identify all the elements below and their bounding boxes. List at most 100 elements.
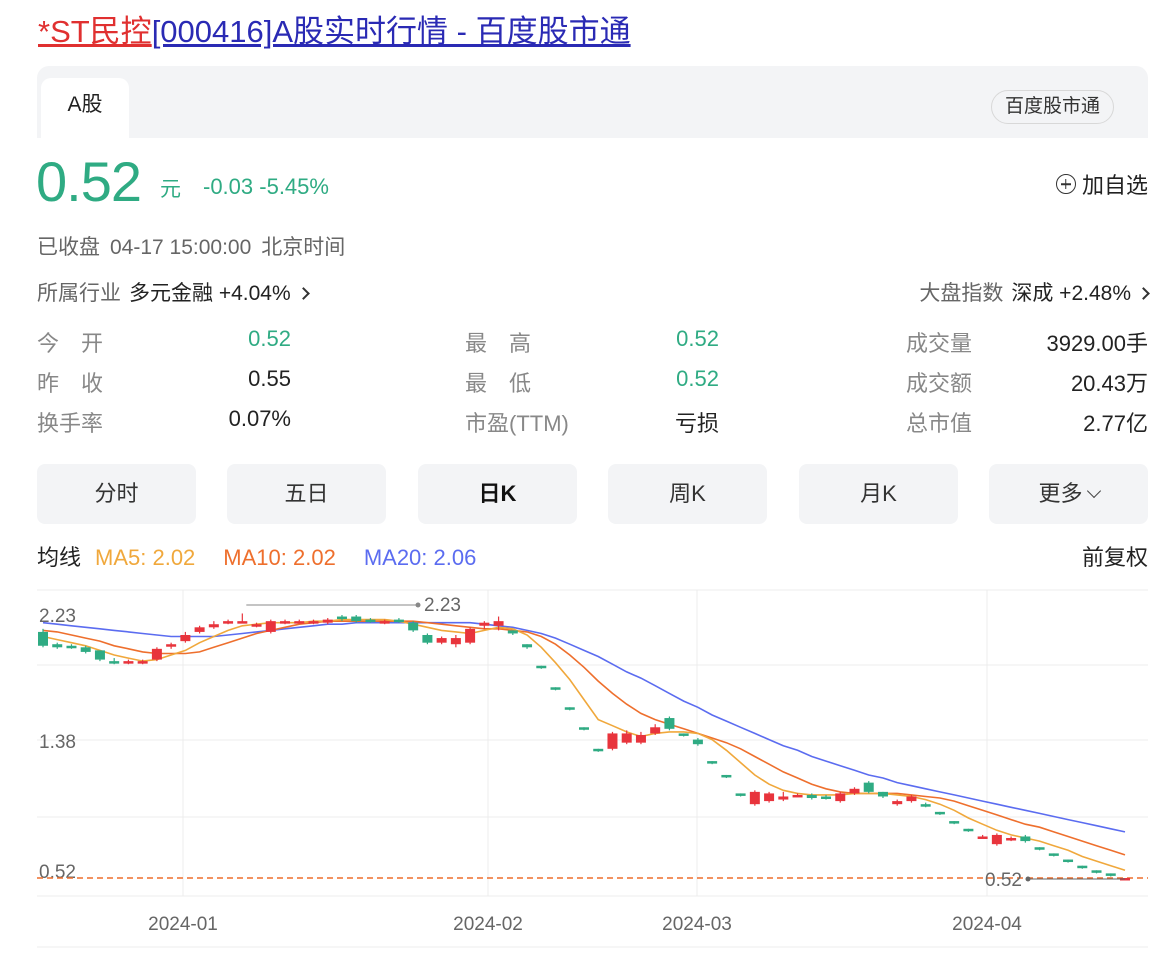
candle-body (1105, 873, 1116, 876)
candle-body (1077, 865, 1088, 869)
y-axis-label: 0.52 (39, 862, 76, 883)
candle-body (949, 821, 960, 824)
candle-body (237, 621, 248, 624)
candle-body (365, 619, 376, 623)
industry-link[interactable]: 所属行业 多元金融 +4.04% (37, 277, 310, 307)
index-label: 大盘指数 (919, 282, 1004, 305)
candle-body (322, 619, 333, 623)
candle-body (479, 622, 490, 626)
candle-body (849, 788, 860, 794)
candle-body (336, 616, 347, 620)
brand-badge[interactable]: 百度股市通 (990, 90, 1114, 124)
tab-intraday[interactable]: 分时 (37, 464, 196, 524)
candle-body (465, 628, 476, 643)
chevron-right-icon (296, 287, 310, 300)
stat-label-high: 最 高 (465, 331, 532, 356)
candle-body (80, 647, 91, 652)
stat-value-prev-close: 0.55 (248, 366, 291, 391)
candle-body (749, 791, 760, 805)
candle-body (835, 793, 846, 802)
chevron-right-icon (1137, 287, 1150, 300)
candle-body (735, 793, 746, 796)
candle-body (408, 622, 419, 631)
adjust-selector[interactable]: 前复权 (1081, 545, 1148, 570)
candle-body (877, 791, 888, 797)
candle-body (1091, 870, 1102, 873)
candle-body (450, 638, 461, 645)
chevron-down-icon (1086, 483, 1101, 499)
candle-body (123, 661, 134, 664)
candle-body (422, 634, 433, 643)
tab-weekly-k[interactable]: 周K (608, 464, 767, 524)
candle-body (52, 644, 63, 648)
kline-chart[interactable]: 2.23 1.38 0.52 2024-01 2024-02 2024-03 2024-04… (0, 585, 1170, 960)
stat-value-low: 0.52 (676, 366, 719, 391)
x-axis-label: 2024-03 (662, 914, 732, 935)
market-status: 已收盘 04-17 15:00:00 北京时间 (37, 231, 355, 261)
candle-body (223, 621, 234, 624)
title-stock-name-link[interactable]: *ST民控 (38, 14, 152, 49)
ma20-line (42, 621, 1126, 833)
candle-body (351, 616, 362, 622)
tab-a-share[interactable]: A股 (41, 78, 129, 138)
industry-value: 多元金融 +4.04% (129, 282, 291, 305)
tab-monthly-k[interactable]: 月K (799, 464, 958, 524)
candle-body (1006, 838, 1017, 841)
candle-body (963, 828, 974, 832)
market-tab-bar: A股 百度股市通 (37, 66, 1148, 138)
x-axis-label: 2024-02 (453, 914, 523, 935)
stats-row: 换手率 0.07% 市盈(TTM) 亏损 总市值 2.77亿 (37, 402, 1148, 442)
title-link[interactable]: [000416]A股实时行情 - 百度股市通 (151, 14, 631, 49)
candle-body (1034, 847, 1045, 850)
industry-label: 所属行业 (37, 282, 121, 305)
candle-body (166, 644, 177, 647)
stat-label-turnover-rate: 换手率 (37, 411, 104, 436)
candle-body (635, 734, 646, 743)
candle-body (607, 733, 618, 749)
candle-body (308, 621, 319, 624)
candle-body (493, 621, 504, 626)
candle-body (393, 619, 404, 623)
candle-body (778, 796, 789, 800)
x-axis-label: 2024-04 (952, 914, 1022, 935)
timezone: 北京时间 (261, 236, 346, 259)
stats-row: 昨 收 0.55 最 低 0.52 成交额 20.43万 (37, 362, 1148, 402)
candle-body (593, 748, 604, 752)
tab-five-day[interactable]: 五日 (227, 464, 386, 524)
candle-body (621, 733, 632, 743)
candle-body (707, 761, 718, 764)
stat-value-volume: 3929.00手 (1046, 331, 1148, 356)
ma-label: 均线 (37, 545, 82, 570)
ma-legend: 均线 MA5: 2.02 MA10: 2.02 MA20: 2.06 前复权 (37, 540, 1148, 572)
page-title[interactable]: *ST民控[000416]A股实时行情 - 百度股市通 (38, 12, 631, 52)
tab-more-label: 更多 (1038, 481, 1083, 506)
candle-body (379, 621, 390, 624)
plus-circle-icon (1055, 174, 1076, 194)
candle-body (991, 834, 1002, 845)
stat-label-turnover: 成交额 (905, 371, 972, 396)
candle-body (678, 733, 689, 736)
tab-more[interactable]: 更多 (989, 464, 1148, 524)
candle-body (721, 774, 732, 778)
candle-body (792, 794, 803, 798)
candle-body (251, 624, 262, 627)
quote-datetime: 04-17 15:00:00 (110, 236, 252, 259)
ma5-value: MA5: 2.02 (95, 545, 196, 570)
price-change: -0.03 -5.45% (203, 174, 329, 199)
add-watchlist-button[interactable]: 加自选 (1055, 168, 1148, 200)
candle-body (109, 661, 120, 664)
candle-body (692, 739, 703, 745)
candle-body (38, 631, 48, 646)
low-annotation-label: 0.52 (985, 870, 1022, 891)
candle-body (151, 648, 162, 660)
ma20-value: MA20: 2.06 (363, 545, 477, 570)
candle-body (906, 796, 917, 802)
stat-value-market-cap: 2.77亿 (1083, 411, 1148, 436)
stat-value-turnover: 20.43万 (1070, 371, 1148, 396)
tab-daily-k[interactable]: 日K (418, 464, 577, 524)
high-annotation-dot (415, 602, 421, 608)
index-link[interactable]: 大盘指数 深成 +2.48% (919, 277, 1150, 307)
candle-body (934, 811, 945, 815)
candle-body (920, 804, 931, 807)
candle-body (280, 621, 291, 624)
